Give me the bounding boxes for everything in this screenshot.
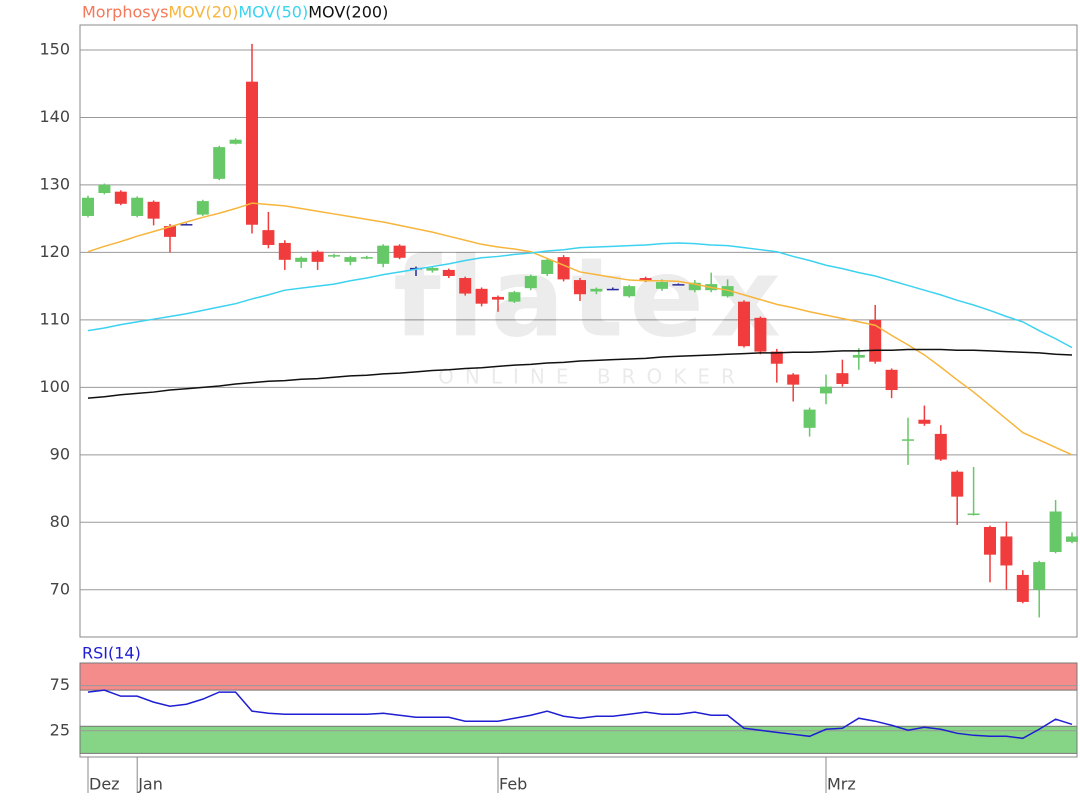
candle-body [344,257,357,262]
candle-body [229,139,242,144]
candle-body [557,257,570,280]
y-tick-label: 70 [50,579,70,598]
x-tick-label: Dez [89,775,120,794]
candle-body [442,269,455,277]
moving-average-line [87,348,1073,399]
candle-body [246,81,258,225]
candle-body [787,374,800,385]
candle-body [278,242,291,260]
candle-body [311,251,324,262]
candle-body [98,184,111,194]
candle-body [885,369,898,391]
candle-body [672,284,685,286]
x-tick-label: Jan [137,775,163,794]
candle-body [524,276,537,289]
legend-entry: MOV(20) [168,3,238,22]
y-tick-label: 120 [39,242,70,261]
candle-body [836,373,849,384]
candle-body [492,296,504,300]
candle-body [738,301,750,347]
candle-body [803,409,816,428]
moving-average-line [87,202,1073,456]
candle-body [360,257,373,259]
y-tick-label: 100 [39,377,70,396]
x-tick-label: Feb [499,775,527,794]
candle-body [1033,562,1046,590]
candle-body [114,191,127,204]
y-tick-label: 90 [50,444,70,463]
rsi-line [87,689,1073,740]
candle-body [1066,536,1078,542]
y-tick-label: 130 [39,174,70,193]
candle-body [459,278,472,294]
watermark: flatex [393,233,787,361]
y-tick-label: 110 [39,309,70,328]
y-tick-label: 25 [50,720,70,739]
candle-body [164,226,176,237]
candle-body [196,201,209,215]
candle-body [541,259,554,274]
candle-body [1016,574,1029,602]
x-tick-label: Mrz [827,775,856,794]
candle-body [377,245,390,264]
candle-body [393,245,406,258]
candle-body [590,288,603,292]
candle-body [508,292,521,302]
rsi-label: RSI(14) [82,644,141,663]
y-tick-label: 150 [39,39,70,58]
y-tick-label: 140 [39,107,70,126]
candle-body [131,197,144,216]
candle-body [934,433,947,460]
candle-body [574,280,586,295]
candle-body [623,286,636,297]
candle-body [295,257,308,262]
candle-body [656,282,668,289]
candle-body [967,513,980,516]
candle-body [754,317,767,352]
candle-body [951,471,964,497]
legend-entry: Morphosys [82,3,168,22]
moving-average-line [87,242,1073,349]
candle-body [180,224,193,226]
watermark-subtitle: ONLINE BROKER [438,365,746,389]
candle-body [328,255,340,257]
candle-body [984,527,996,555]
candle-body [770,351,783,364]
candle-body [147,201,160,219]
legend-entry: MOV(50) [238,3,308,22]
candle-body [721,286,734,297]
candle-body [606,288,619,291]
candle-body [1049,511,1062,552]
candle-body [918,419,931,424]
candle-body [639,278,652,281]
candle-body [869,319,882,362]
candle-body [426,267,439,271]
candle-body [820,386,832,394]
candle-body [852,354,865,358]
candle-body [1000,536,1013,566]
legend-entry: MOV(200) [308,3,388,22]
candle-body [82,197,94,216]
y-tick-label: 80 [50,512,70,531]
candle-body [902,439,914,441]
candle-body [262,230,275,245]
y-tick-label: 75 [50,675,70,694]
candle-body [213,147,226,179]
candle-body [688,282,701,291]
candle-body [475,288,488,304]
